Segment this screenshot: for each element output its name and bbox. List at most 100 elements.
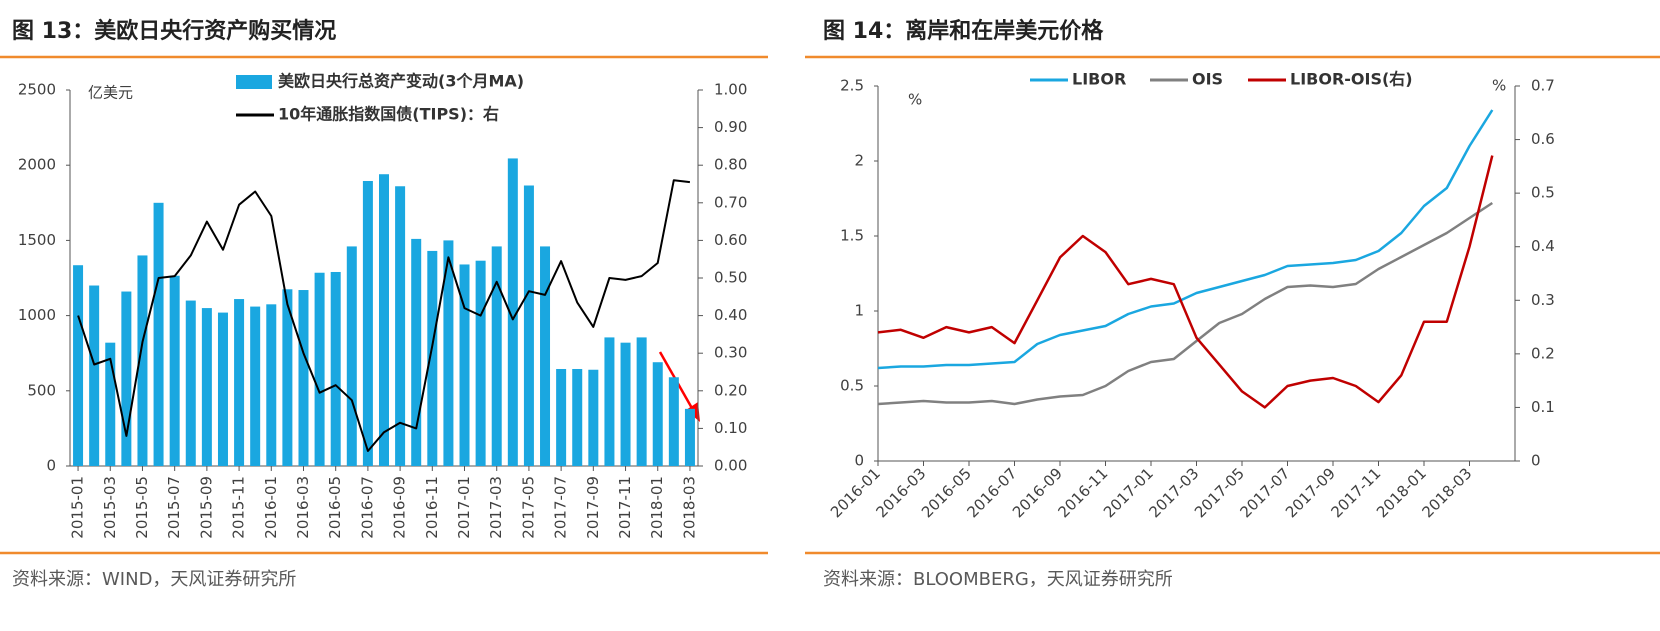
y-tick-label: 1500 (18, 231, 56, 249)
bar (668, 377, 679, 466)
y-tick-label: 2 (854, 152, 864, 170)
bar (153, 202, 164, 467)
bar (588, 369, 599, 466)
x-tick-label: 2018-01 (648, 476, 666, 539)
bar (443, 240, 454, 466)
y-tick-label: 2000 (18, 156, 56, 174)
legend-label: 10年通胀指数国债(TIPS)：右 (278, 105, 499, 124)
y-tick-label: 1 (854, 302, 864, 320)
bar (73, 265, 84, 466)
y2-tick-label: 0.2 (1531, 344, 1555, 362)
line (877, 201, 1493, 406)
bar (282, 289, 293, 466)
legend-label: OIS (1192, 70, 1223, 89)
legend-label: 美欧日央行总资产变动(3个月MA) (278, 72, 524, 91)
bar (105, 342, 116, 466)
bar (540, 246, 551, 466)
bar (362, 180, 373, 466)
y2-tick-label: 0 (1531, 452, 1541, 470)
x-tick-label: 2015-01 (69, 476, 87, 539)
bar (250, 306, 261, 466)
bar (684, 408, 695, 466)
bar (298, 290, 309, 466)
x-tick-label: 2018-03 (1418, 464, 1475, 521)
bar (314, 272, 325, 466)
chart-title: 图 14：离岸和在岸美元价格 (823, 18, 1104, 44)
bar (185, 300, 196, 466)
line (77, 179, 691, 452)
bar (459, 264, 470, 466)
y2-tick-label: 0.40 (714, 306, 747, 324)
bar (121, 291, 132, 466)
bar (572, 368, 583, 466)
x-tick-label: 2018-03 (680, 476, 698, 539)
y-tick-label: 2.5 (840, 77, 864, 95)
bar (169, 275, 180, 466)
x-tick-label: 2016-07 (358, 476, 376, 539)
bar (346, 246, 357, 466)
bar (620, 342, 631, 466)
x-tick-label: 2017-03 (487, 476, 505, 539)
chart-title: 图 13：美欧日央行资产购买情况 (12, 18, 336, 44)
source: 资料来源：WIND，天风证券研究所 (12, 569, 296, 590)
y2-tick-label: 0.6 (1531, 130, 1555, 148)
bar (395, 186, 406, 467)
y2-tick-label: 0.50 (714, 269, 747, 287)
axis-unit: % (1492, 77, 1506, 95)
source: 资料来源：BLOOMBERG，天风证券研究所 (823, 569, 1173, 590)
line (877, 109, 1494, 370)
y2-tick-label: 0.3 (1531, 291, 1555, 309)
x-tick-label: 2017-07 (552, 476, 570, 539)
bar (217, 312, 228, 466)
axis-unit: 亿美元 (88, 84, 133, 102)
y-tick-label: 0 (46, 457, 56, 475)
bar (379, 174, 389, 466)
bar (137, 255, 148, 466)
bar (652, 362, 663, 466)
y2-tick-label: 0.30 (714, 344, 747, 362)
y-tick-label: 0.5 (840, 377, 864, 395)
y-tick-label: 0 (854, 452, 864, 470)
bar (604, 337, 615, 466)
bar (89, 285, 100, 466)
bar (201, 308, 212, 466)
y2-tick-label: 0.70 (714, 193, 747, 211)
x-tick-label: 2015-07 (165, 476, 183, 539)
y-tick-label: 500 (27, 381, 56, 399)
x-tick-label: 2016-01 (262, 476, 280, 539)
bar (636, 337, 647, 466)
bar (556, 368, 567, 466)
x-tick-label: 2015-11 (230, 476, 248, 539)
y-tick-label: 1000 (18, 306, 56, 324)
line (877, 155, 1494, 409)
y2-tick-label: 0.4 (1531, 237, 1555, 255)
x-tick-label: 2016-09 (391, 476, 409, 539)
bar (330, 271, 341, 466)
y2-tick-label: 0.7 (1531, 77, 1555, 95)
y2-tick-label: 0.5 (1531, 184, 1555, 202)
bar (475, 260, 486, 466)
bar (266, 304, 277, 466)
x-tick-label: 2016-05 (326, 476, 344, 539)
y2-tick-label: 0.10 (714, 419, 747, 437)
bar (507, 158, 518, 466)
x-tick-label: 2017-09 (584, 476, 602, 539)
x-tick-label: 2015-09 (197, 476, 215, 539)
x-tick-label: 2017-05 (519, 476, 537, 539)
x-tick-label: 2015-03 (101, 476, 119, 539)
bar (427, 250, 438, 466)
x-tick-label: 2016-03 (294, 476, 312, 539)
x-tick-label: 2017-11 (616, 476, 634, 539)
legend-swatch (236, 75, 272, 89)
y2-tick-label: 0.1 (1531, 398, 1555, 416)
y-tick-label: 2500 (18, 81, 56, 99)
x-tick-label: 2016-11 (423, 476, 441, 539)
y2-tick-label: 0.80 (714, 156, 747, 174)
bar (523, 185, 534, 466)
y2-tick-label: 0.90 (714, 118, 747, 136)
x-tick-label: 2015-05 (133, 476, 151, 539)
y2-tick-label: 0.60 (714, 231, 747, 249)
y2-tick-label: 0.20 (714, 381, 747, 399)
legend-label: LIBOR (1072, 70, 1126, 89)
